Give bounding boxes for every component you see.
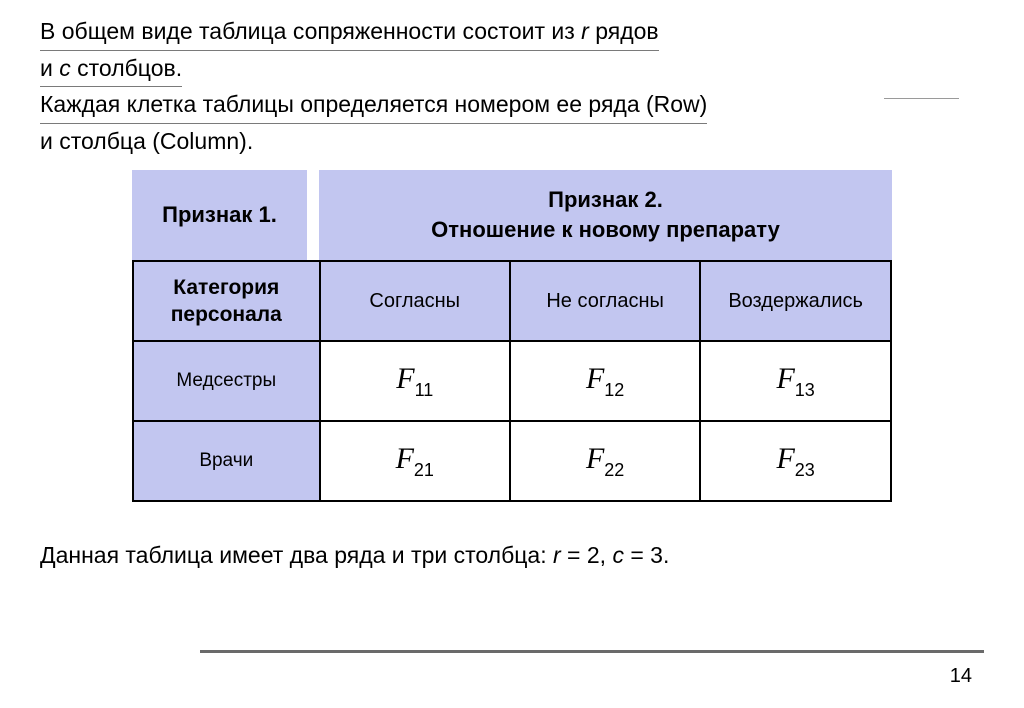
top-header-1: Признак 1.: [132, 170, 307, 260]
row-header-main-l1: Категория: [173, 276, 279, 299]
top-header-2-line2: Отношение к новому препарату: [431, 215, 780, 245]
intro-line-2-underlined: и с столбцов.: [40, 51, 182, 88]
intro-line-3-underlined: Каждая клетка таблицы определяется номер…: [40, 87, 707, 124]
row-label-1: Медсестры: [133, 341, 320, 421]
col-header-1: Согласны: [320, 261, 510, 341]
cell-F: F: [776, 362, 794, 395]
cell-sub: 13: [795, 380, 815, 400]
cell-22: F22: [510, 421, 700, 501]
intro-line-1-underlined: В общем виде таблица сопряженности состо…: [40, 14, 659, 51]
summary-var-r: r: [553, 542, 561, 568]
cell-sub: 23: [795, 460, 815, 480]
top-header-2: Признак 2. Отношение к новому препарату: [319, 170, 892, 260]
table-row: Врачи F21 F22 F23: [133, 421, 891, 501]
cell-13: F13: [700, 341, 891, 421]
decorative-short-rule: [884, 98, 959, 99]
contingency-table-wrap: Признак 1. Признак 2. Отношение к новому…: [132, 170, 892, 502]
cell-11: F11: [320, 341, 510, 421]
top-header-gap: [307, 170, 319, 260]
intro-line-2b: столбцов.: [71, 55, 182, 81]
intro-line-1a: В общем виде таблица сопряженности состо…: [40, 18, 581, 44]
cell-F: F: [396, 362, 414, 395]
row-header-main-l2: персонала: [171, 303, 282, 326]
col-header-2: Не согласны: [510, 261, 700, 341]
summary-a: Данная таблица имеет два ряда и три стол…: [40, 542, 553, 568]
intro-var-c: с: [59, 55, 71, 81]
intro-line-3: Каждая клетка таблицы определяется номер…: [40, 91, 707, 117]
cell-F: F: [586, 362, 604, 395]
intro-var-r: r: [581, 18, 589, 44]
cell-F: F: [396, 442, 414, 475]
row-header-main: Категория персонала: [133, 261, 320, 341]
table-row: Медсестры F11 F12 F13: [133, 341, 891, 421]
intro-line-4: и столбца (Column).: [40, 124, 984, 159]
row-label-2: Врачи: [133, 421, 320, 501]
footer-rule: [200, 650, 984, 653]
cell-sub: 22: [604, 460, 624, 480]
intro-line-1b: рядов: [589, 18, 659, 44]
cell-21: F21: [320, 421, 510, 501]
cell-sub: 11: [415, 380, 434, 400]
summary-c-eq: = 3.: [624, 542, 669, 568]
cell-23: F23: [700, 421, 891, 501]
cell-F: F: [776, 442, 794, 475]
page-number: 14: [950, 665, 972, 688]
cell-12: F12: [510, 341, 700, 421]
contingency-table: Категория персонала Согласны Не согласны…: [132, 260, 892, 502]
col-header-3: Воздержались: [700, 261, 891, 341]
slide-page: В общем виде таблица сопряженности состо…: [0, 0, 1024, 708]
top-header-2-line1: Признак 2.: [431, 185, 780, 215]
cell-sub: 21: [414, 460, 434, 480]
intro-text: В общем виде таблица сопряженности состо…: [40, 14, 984, 158]
intro-line-2a: и: [40, 55, 59, 81]
summary-r-eq: = 2,: [561, 542, 613, 568]
table-header-row: Категория персонала Согласны Не согласны…: [133, 261, 891, 341]
cell-sub: 12: [604, 380, 624, 400]
cell-F: F: [586, 442, 604, 475]
summary-text: Данная таблица имеет два ряда и три стол…: [40, 542, 984, 569]
summary-var-c: c: [612, 542, 624, 568]
table-top-headers: Признак 1. Признак 2. Отношение к новому…: [132, 170, 892, 260]
